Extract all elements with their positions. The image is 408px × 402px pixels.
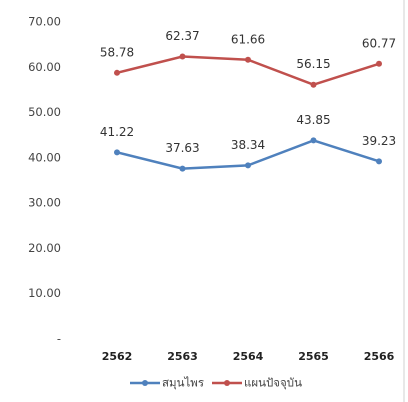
point — [376, 60, 382, 67]
value-label: 60.77 — [362, 36, 396, 50]
legend-label: แผนปัจจุบัน — [244, 376, 302, 390]
value-label: 39.23 — [362, 134, 396, 148]
y-tick-label: 60.00 — [28, 60, 61, 74]
point — [179, 165, 186, 172]
x-tick-label: 2565 — [298, 350, 329, 363]
legend-marker — [142, 380, 148, 386]
legend-marker — [224, 380, 230, 386]
x-tick-label: 2566 — [364, 350, 395, 363]
value-label: 56.15 — [296, 57, 330, 71]
y-tick-label: 20.00 — [28, 241, 61, 255]
point — [376, 158, 382, 165]
y-tick-label: 40.00 — [28, 150, 61, 164]
y-tick-label: 50.00 — [28, 105, 61, 119]
value-label: 38.34 — [231, 138, 265, 152]
x-tick-label: 2563 — [167, 350, 198, 363]
x-tick-label: 2562 — [102, 350, 133, 363]
point — [245, 162, 251, 169]
y-tick-label: 30.00 — [28, 196, 61, 210]
value-label: 58.78 — [100, 45, 134, 59]
point — [310, 81, 317, 88]
legend-label: สมุนไพร — [162, 376, 204, 390]
point — [310, 137, 317, 144]
point — [114, 69, 120, 76]
y-tick-label: - — [57, 332, 61, 346]
value-label: 37.63 — [165, 141, 199, 155]
value-label: 62.37 — [165, 29, 199, 43]
value-label: 43.85 — [296, 113, 330, 127]
value-label: 61.66 — [231, 32, 265, 46]
point — [179, 53, 186, 60]
y-tick-label: 70.00 — [28, 15, 61, 29]
x-tick-label: 2564 — [233, 350, 264, 363]
point — [245, 56, 251, 63]
point — [114, 149, 120, 156]
value-label: 41.22 — [100, 125, 134, 139]
y-tick-label: 10.00 — [28, 286, 61, 300]
